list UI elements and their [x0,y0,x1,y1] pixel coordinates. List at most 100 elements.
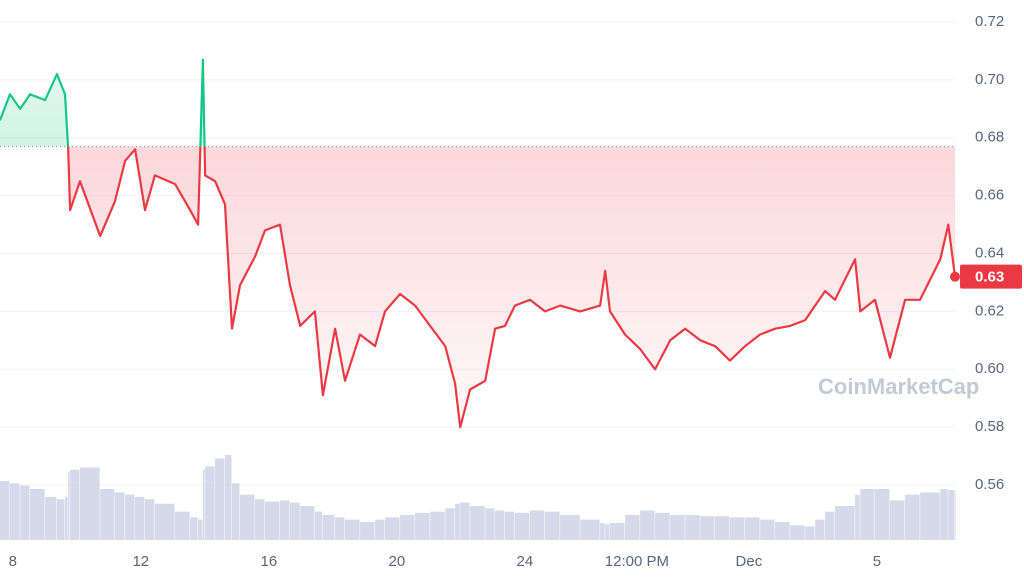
volume-bar [874,489,890,540]
y-tick-label: 0.68 [975,129,1004,146]
volume-bar [375,519,385,540]
volume-bar [415,512,430,540]
volume-bar [56,499,65,540]
y-tick-label: 0.72 [975,13,1004,30]
volume-bar [70,469,80,540]
volume-bar [505,511,515,540]
volume-bar [685,515,700,540]
volume-bar [775,521,790,540]
volume-bar [609,523,625,540]
volume-bar [80,467,100,540]
volume-bar [264,501,280,540]
volume-bar [860,489,875,540]
y-tick-label: 0.58 [975,418,1004,435]
volume-bar [445,508,455,540]
x-tick-label: 12 [132,553,149,570]
y-tick-label: 0.64 [975,244,1004,261]
volume-bar [240,494,255,540]
volume-bar [314,511,323,540]
volume-bar [605,524,610,540]
x-tick-label: 24 [517,553,534,570]
last-point [950,271,960,282]
volume-bar [625,515,640,540]
volume-bar [255,499,265,540]
volume-bar [345,519,360,540]
x-tick-label: 8 [9,553,17,570]
y-tick-label: 0.70 [975,71,1004,88]
volume-bar [400,515,415,540]
volume-bar [30,489,45,540]
volume-bar [670,515,685,540]
price-tag-label: 0.63 [975,269,1004,286]
volume-bar [202,469,205,540]
volume-bar [580,519,600,540]
volume-bar [760,519,775,540]
volume-bar [154,503,175,540]
volume-bar [834,506,855,540]
volume-bar [68,472,70,540]
volume-bar [655,512,670,540]
volume-bar [955,490,956,540]
volume-bar [190,517,198,540]
y-tick-label: 0.66 [975,187,1004,204]
volume-bar [100,489,115,540]
x-tick-label: 20 [389,553,406,570]
volume-bar [940,489,948,540]
volume-bar [9,483,20,540]
volume-bar [198,519,203,540]
volume-bar [905,494,920,540]
volume-bar [0,481,10,540]
volume-bar [545,511,560,540]
volume-bar [144,499,155,540]
volume-bar [890,500,905,540]
volume-bar [790,525,805,540]
volume-bar [215,458,225,540]
volume-bar [640,510,655,540]
price-line [0,58,957,429]
volume-bar [948,490,955,540]
volume-bar [730,517,745,540]
volume-bar [430,511,445,540]
volume-bar [600,523,605,540]
volume-bar [232,483,240,540]
volume-bar [360,521,375,540]
x-tick-label: 16 [260,553,277,570]
volume-bar [385,517,400,540]
volume-bar [560,515,580,540]
volume-bar [455,503,460,540]
volume-bar [175,511,190,540]
volume-bar [300,506,315,540]
x-tick-label: 12:00 PM [605,553,669,570]
price-area [0,59,955,428]
y-tick-label: 0.60 [975,360,1004,377]
volume-bar [920,492,940,540]
volume-bar [45,496,57,540]
price-tag [960,264,1022,289]
volume-bar [495,510,505,540]
volume-bar [805,526,815,540]
volume-bar [855,494,860,540]
volume-bar [714,516,730,540]
volume-bar [280,500,290,540]
volume-bar [20,485,30,540]
watermark: CoinMarketCap [818,374,979,399]
volume-bar [485,508,495,540]
y-tick-label: 0.56 [975,476,1004,493]
volume-bar [135,496,145,540]
volume-bar [460,502,470,540]
volume-bar [64,496,68,540]
volume-bar [514,512,530,540]
x-tick-label: 5 [873,553,881,570]
volume-bar [529,510,545,540]
volume-bar [815,519,825,540]
volume-bar [224,455,232,540]
volume-bar [205,466,215,540]
volume-bar [322,515,335,540]
y-tick-label: 0.62 [975,302,1004,319]
volume-bar [470,506,485,540]
x-tick-label: Dec [736,553,763,570]
volume-bar [745,517,760,540]
volume-bar [125,494,135,540]
volume-bar [114,492,125,540]
